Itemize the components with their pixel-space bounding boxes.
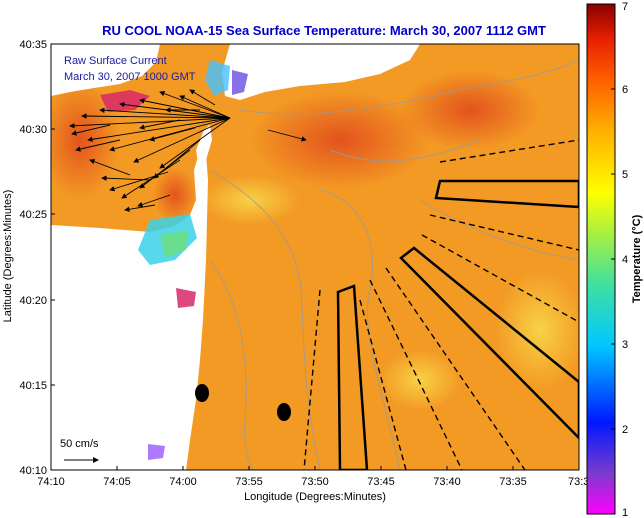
new-jersey-coast-land: [51, 140, 208, 470]
staten-island-land: [51, 44, 160, 96]
colorbar-tick-label: 6: [622, 84, 628, 96]
y-axis: 40:35 40:30 40:25 40:20 40:15 40:10: [19, 39, 55, 477]
y-tick-label: 40:25: [19, 209, 47, 221]
sampling-box: [336, 284, 369, 470]
x-tick-label: 74:05: [103, 476, 131, 488]
y-tick-label: 40:35: [19, 39, 47, 51]
x-axis-label: Longitude (Degrees:Minutes): [244, 491, 386, 503]
colorbar-label: Temperature (°C): [631, 214, 643, 303]
x-tick-label: 73:35: [499, 476, 527, 488]
y-axis-label: Latitude (Degrees:Minutes): [2, 190, 14, 323]
x-axis: 74:10 74:05 74:00 73:55 73:50 73:45 73:4…: [37, 466, 589, 488]
dashed-track-line: [385, 267, 526, 470]
sandy-hook-spit: [196, 125, 212, 175]
bay-color-fringe: [205, 60, 230, 96]
cool-water-patch: [200, 175, 300, 225]
y-tick-label: 40:10: [19, 465, 47, 477]
warm-water-patch: [250, 90, 430, 190]
colorbar-tick-label: 2: [622, 424, 628, 436]
sampling-box: [434, 179, 579, 209]
dashed-track-line: [303, 289, 321, 470]
warm-water-patch: [400, 70, 540, 150]
warm-water-patch: [153, 167, 197, 223]
colorbar-tick-label: 4: [622, 254, 628, 266]
y-tick-label: 40:15: [19, 380, 47, 392]
x-tick-label: 73:45: [367, 476, 395, 488]
map-plot-area: Raw Surface Current March 30, 2007 1000 …: [51, 44, 579, 470]
x-tick-label: 74:00: [169, 476, 197, 488]
x-tick-label: 73:55: [235, 476, 263, 488]
buoy-marker: [195, 384, 209, 402]
sampling-box: [399, 246, 579, 440]
long-island-land: [222, 44, 420, 100]
bay-color-fringe: [148, 444, 165, 460]
x-tick-label: 73:40: [433, 476, 461, 488]
current-overlay-label: Raw Surface Current: [64, 55, 167, 67]
colorbar-tick-label: 3: [622, 339, 628, 351]
colorbar-tick-label: 5: [622, 169, 628, 181]
dashed-track-line: [439, 139, 579, 163]
y-tick-label: 40:30: [19, 124, 47, 136]
colorbar-gradient: [586, 3, 616, 515]
survey-track-lines: [303, 139, 579, 470]
colorbar-tick-label: 1: [622, 507, 628, 518]
figure-title: RU COOL NOAA-15 Sea Surface Temperature:…: [102, 23, 546, 38]
y-tick-label: 40:20: [19, 295, 47, 307]
x-tick-label: 73:3: [568, 476, 589, 488]
temperature-colorbar: 7 6 5 4 3 2 1 Temperature (°C): [586, 1, 643, 518]
surface-current-vectors: [69, 89, 307, 212]
bathymetry-contours: [209, 59, 579, 470]
cool-water-patch: [380, 350, 460, 410]
current-overlay-date: March 30, 2007 1000 GMT: [64, 71, 196, 83]
buoy-marker: [277, 403, 291, 421]
dashed-track-line: [369, 279, 463, 470]
cold-estuary-fringe: [160, 230, 188, 258]
bay-color-fringe: [232, 70, 248, 95]
colorbar-tick-label: 7: [622, 1, 628, 13]
reference-current-arrow: [267, 129, 307, 142]
bay-color-fringe: [176, 288, 196, 308]
cool-water-patch: [495, 270, 579, 390]
x-tick-label: 74:10: [37, 476, 65, 488]
scale-label: 50 cm/s: [60, 438, 99, 450]
x-tick-label: 73:50: [301, 476, 329, 488]
dashed-track-line: [429, 214, 579, 251]
